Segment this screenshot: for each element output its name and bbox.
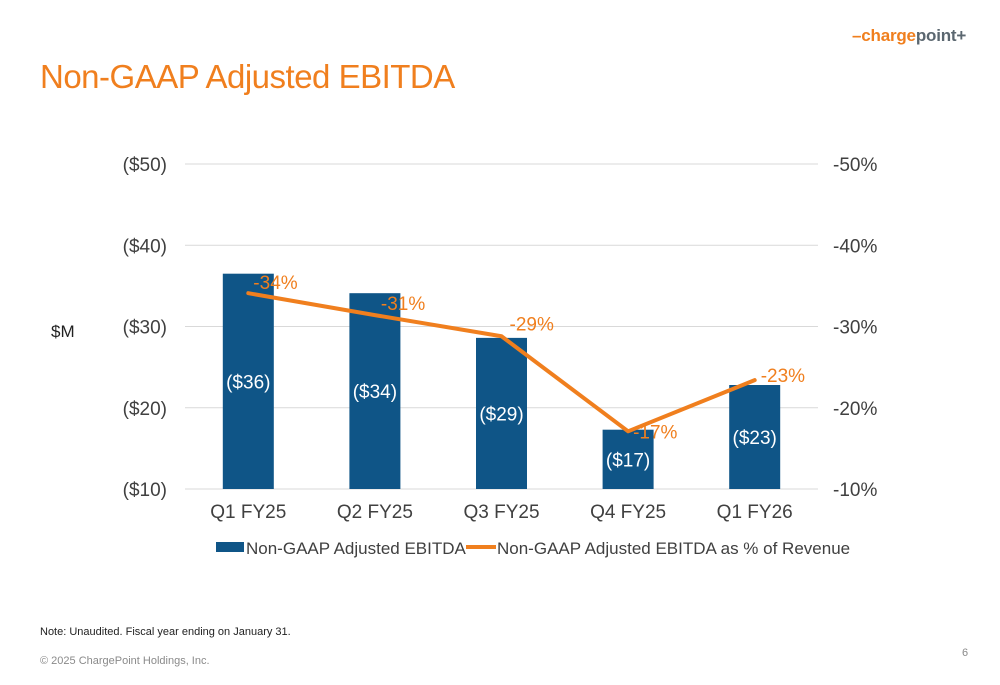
bar-value-label: ($23) — [733, 428, 777, 449]
x-tick-label: Q4 FY25 — [590, 502, 666, 523]
y-tick-label: ($40) — [123, 236, 167, 257]
x-tick-label: Q1 FY25 — [210, 502, 286, 523]
bar — [729, 385, 781, 489]
ebitda-chart: ($10) ($20) ($30) ($40) ($50) -10% -20% -30% -40… — [51, 155, 877, 558]
legend-label-line: Non-GAAP Adjusted EBITDA as % of Revenue — [497, 539, 850, 558]
y-tick-label: ($20) — [123, 399, 167, 420]
x-tick-label: Q1 FY26 — [717, 502, 793, 523]
bar — [222, 273, 274, 489]
legend-label-bar: Non-GAAP Adjusted EBITDA — [246, 539, 467, 558]
line-value-label: -23% — [761, 366, 805, 387]
legend-swatch-bar — [216, 542, 244, 552]
x-tick-label: Q2 FY25 — [337, 502, 413, 523]
y2-tick-label: -20% — [833, 399, 877, 420]
bar-value-label: ($17) — [606, 450, 650, 471]
series-line — [246, 291, 757, 434]
bar — [602, 429, 654, 489]
page-title: Non-GAAP Adjusted EBITDA — [40, 58, 455, 95]
footnote: Note: Unaudited. Fiscal year ending on J… — [40, 626, 291, 638]
y-tick-label: ($30) — [123, 318, 167, 339]
y2-tick-label: -30% — [833, 318, 877, 339]
line-value-label: -29% — [510, 314, 554, 335]
y-tick-label: ($50) — [123, 155, 167, 176]
y-axis-label: $M — [51, 322, 75, 341]
line-value-label: -34% — [253, 273, 297, 294]
line-value-label: -17% — [633, 422, 677, 443]
bar — [349, 293, 401, 489]
y2-tick-label: -10% — [833, 480, 877, 501]
page-number: 6 — [962, 647, 969, 659]
line-value-label: -31% — [381, 294, 425, 315]
bar-value-label: ($34) — [353, 382, 397, 403]
bar-value-label: ($36) — [226, 372, 270, 393]
chargepoint-logo: –chargepoint+ — [852, 26, 967, 45]
copyright-text: © 2025 ChargePoint Holdings, Inc. — [40, 655, 210, 667]
x-tick-label: Q3 FY25 — [463, 502, 539, 523]
y2-tick-label: -50% — [833, 155, 877, 176]
bar-value-label: ($29) — [479, 404, 523, 425]
bar — [476, 337, 527, 489]
y2-tick-label: -40% — [833, 236, 877, 257]
y-tick-label: ($10) — [123, 480, 167, 501]
